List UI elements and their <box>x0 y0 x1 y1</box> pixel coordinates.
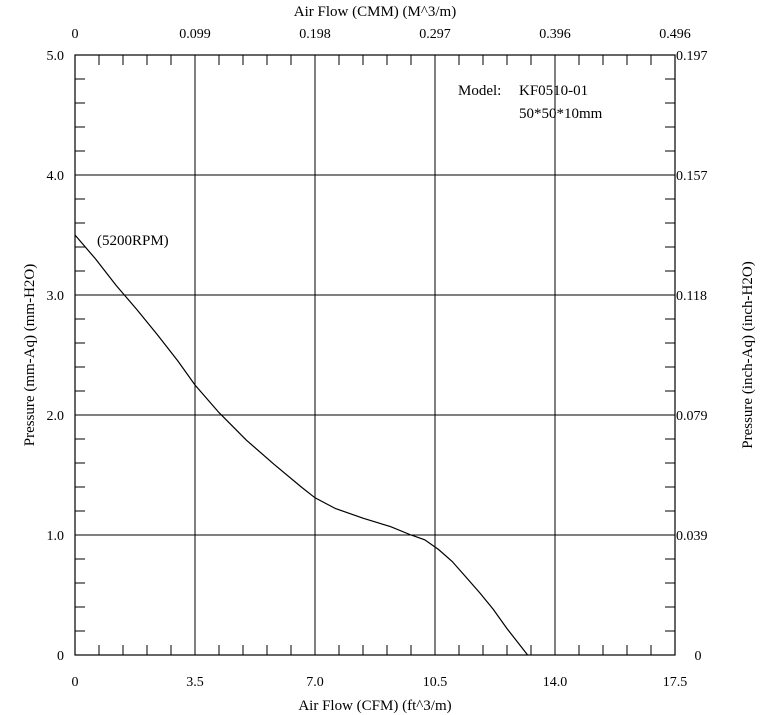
x-tick-label: 17.5 <box>663 675 688 690</box>
y-tick-label: 3.0 <box>47 289 65 304</box>
series-line <box>74 234 529 656</box>
left-y-axis-label: Pressure (mm-Aq) (mm-H2O) <box>22 264 38 446</box>
right-y-tick-label: 0.079 <box>676 409 708 424</box>
y-tick-label: 0 <box>57 649 64 664</box>
right-y-tick-label: 0.197 <box>676 49 708 64</box>
top-x-tick-label: 0 <box>72 27 79 42</box>
y-tick-label: 4.0 <box>47 169 65 184</box>
rpm-annotation: (5200RPM) <box>97 233 169 249</box>
top-x-tick-label: 0.496 <box>659 27 691 42</box>
top-x-axis-label: Air Flow (CMM) (M^3/m) <box>294 4 456 20</box>
y-tick-label: 2.0 <box>47 409 65 424</box>
fan-size-label: 50*50*10mm <box>519 106 603 122</box>
right-y-tick-label: 0 <box>695 649 702 664</box>
y-tick-label: 5.0 <box>47 49 65 64</box>
x-tick-label: 0 <box>72 675 79 690</box>
model-value: KF0510-01 <box>519 83 588 99</box>
grid <box>75 55 675 655</box>
right-y-tick-label: 0.039 <box>676 529 708 544</box>
top-x-tick-label: 0.297 <box>419 27 451 42</box>
top-x-tick-label: 0.198 <box>299 27 331 42</box>
x-tick-label: 3.5 <box>186 675 204 690</box>
x-tick-label: 7.0 <box>306 675 324 690</box>
x-tick-label: 10.5 <box>423 675 448 690</box>
bottom-x-axis-label: Air Flow (CFM) (ft^3/m) <box>298 698 451 714</box>
x-tick-label: 14.0 <box>543 675 568 690</box>
minor-ticks <box>75 55 675 655</box>
right-y-tick-label: 0.157 <box>676 169 708 184</box>
y-tick-label: 1.0 <box>47 529 65 544</box>
model-label: Model: <box>458 83 501 99</box>
right-y-tick-label: 0.118 <box>676 289 707 304</box>
right-y-axis-label: Pressure (inch-Aq) (inch-H2O) <box>740 261 756 448</box>
top-x-tick-label: 0.396 <box>539 27 571 42</box>
plot-frame <box>74 54 676 656</box>
top-x-tick-label: 0.099 <box>179 27 211 42</box>
